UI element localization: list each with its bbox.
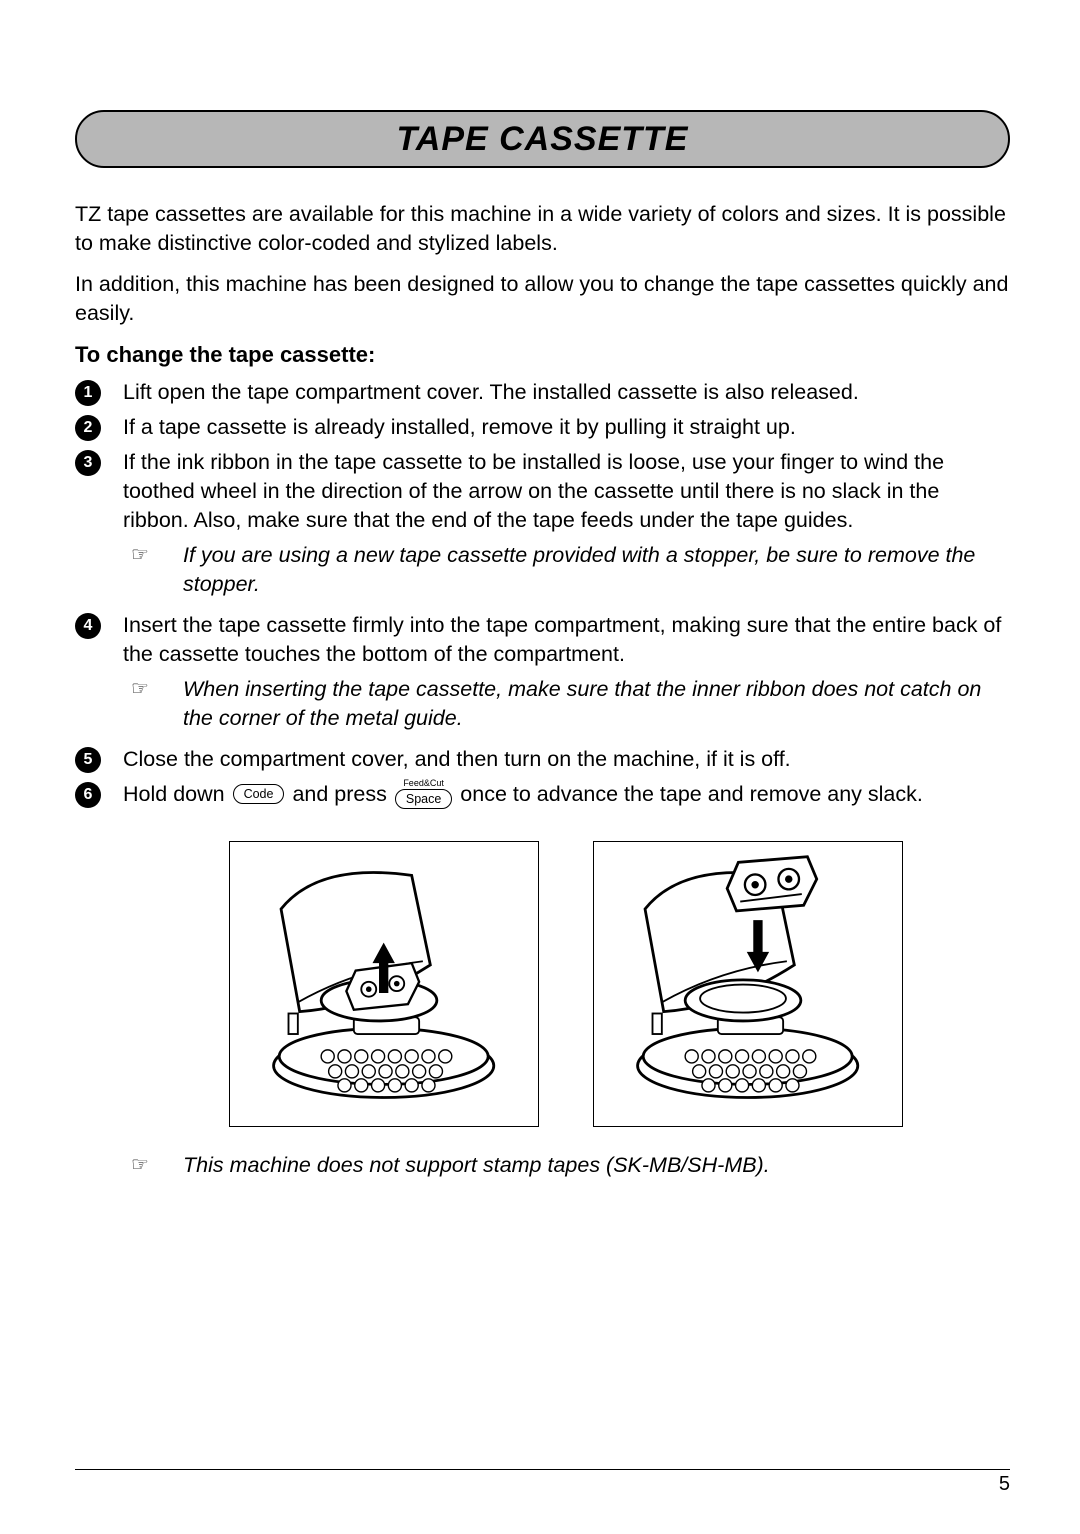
step-number-badge: 1	[75, 380, 101, 406]
step-number-badge: 5	[75, 747, 101, 773]
figure-insert-cassette	[593, 841, 903, 1127]
labeler-open-illustration-icon	[242, 853, 525, 1114]
intro-para-2: In addition, this machine has been desig…	[75, 270, 1010, 328]
step-number-badge: 3	[75, 450, 101, 476]
step-body: Lift open the tape compartment cover. Th…	[123, 378, 1010, 407]
unsupported-note: ☞ This machine does not support stamp ta…	[131, 1151, 1010, 1180]
step-note: ☞ If you are using a new tape cassette p…	[123, 541, 1010, 599]
step-text: If the ink ribbon in the tape cassette t…	[123, 450, 944, 532]
note-text: If you are using a new tape cassette pro…	[183, 541, 1010, 599]
step-5: 5 Close the compartment cover, and then …	[75, 745, 1010, 774]
intro-para-1: TZ tape cassettes are available for this…	[75, 200, 1010, 258]
labeler-insert-illustration-icon	[606, 853, 889, 1114]
step-6: 6 Hold down Code and press Feed&Cut Spac…	[75, 780, 1010, 810]
pointing-hand-icon: ☞	[131, 1155, 155, 1180]
steps-list: 1 Lift open the tape compartment cover. …	[75, 378, 1010, 811]
step-text-mid: and press	[292, 782, 392, 806]
step-1: 1 Lift open the tape compartment cover. …	[75, 378, 1010, 407]
step-3: 3 If the ink ribbon in the tape cassette…	[75, 448, 1010, 605]
intro-block: TZ tape cassettes are available for this…	[75, 200, 1010, 328]
section-title-pill: TAPE CASSETTE	[75, 110, 1010, 168]
code-key-icon: Code	[233, 784, 285, 804]
step-note: ☞ When inserting the tape cassette, make…	[123, 675, 1010, 733]
step-body: Insert the tape cassette firmly into the…	[123, 611, 1010, 739]
page: TAPE CASSETTE TZ tape cassettes are avai…	[0, 0, 1080, 1534]
step-body: Close the compartment cover, and then tu…	[123, 745, 1010, 774]
figures-row	[121, 841, 1010, 1127]
note-text: This machine does not support stamp tape…	[183, 1151, 1010, 1180]
step-number-badge: 2	[75, 415, 101, 441]
step-number-badge: 4	[75, 613, 101, 639]
pointing-hand-icon: ☞	[131, 545, 155, 599]
page-number: 5	[999, 1473, 1010, 1496]
step-text: Insert the tape cassette firmly into the…	[123, 613, 1001, 666]
step-body: If a tape cassette is already installed,…	[123, 413, 1010, 442]
step-body: If the ink ribbon in the tape cassette t…	[123, 448, 1010, 605]
subheading: To change the tape cassette:	[75, 342, 1010, 368]
section-title: TAPE CASSETTE	[397, 120, 689, 159]
step-text-pre: Hold down	[123, 782, 231, 806]
page-footer: 5	[75, 1469, 1010, 1470]
figure-remove-cassette	[229, 841, 539, 1127]
key-super-label: Feed&Cut	[403, 779, 444, 788]
key-label: Space	[395, 789, 452, 809]
footer-rule	[75, 1469, 1010, 1470]
space-key-icon: Feed&Cut Space	[395, 779, 452, 809]
step-number-badge: 6	[75, 782, 101, 808]
key-label: Code	[233, 784, 285, 804]
step-body: Hold down Code and press Feed&Cut Space …	[123, 780, 1010, 810]
step-text-post: once to advance the tape and remove any …	[460, 782, 923, 806]
note-text: When inserting the tape cassette, make s…	[183, 675, 1010, 733]
pointing-hand-icon: ☞	[131, 679, 155, 733]
step-4: 4 Insert the tape cassette firmly into t…	[75, 611, 1010, 739]
step-2: 2 If a tape cassette is already installe…	[75, 413, 1010, 442]
